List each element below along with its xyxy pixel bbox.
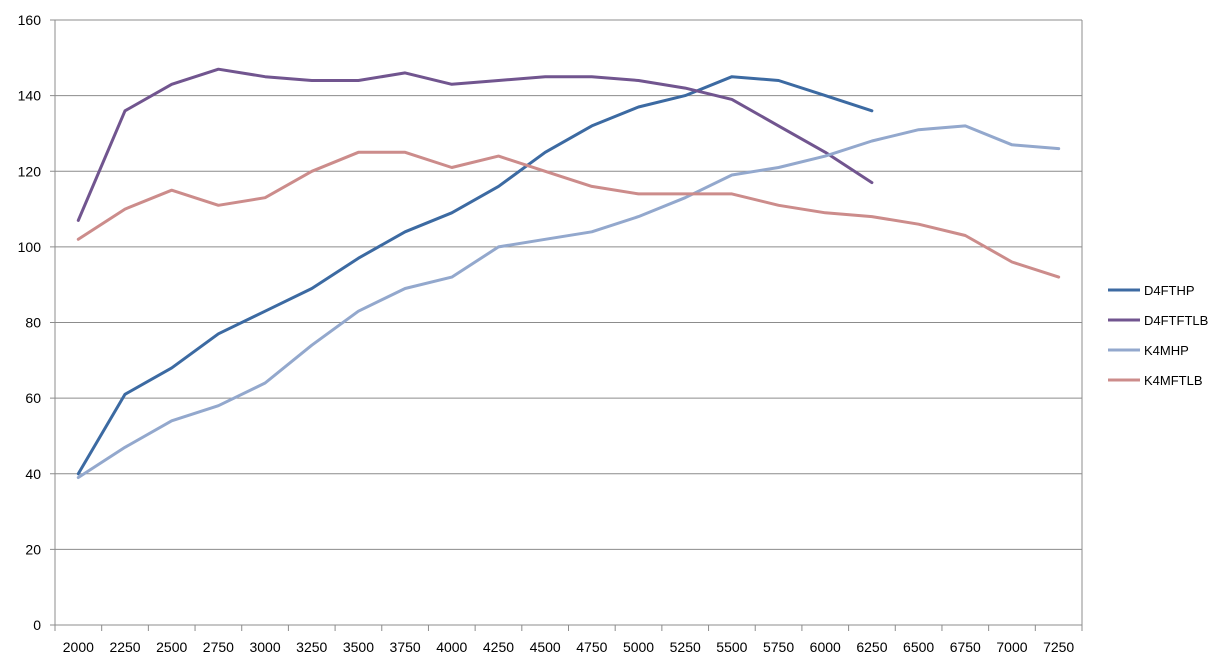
x-tick-label: 5250	[670, 639, 701, 655]
x-tick-label: 5000	[623, 639, 654, 655]
legend-label-k4mftlb: K4MFTLB	[1144, 373, 1203, 388]
x-tick-label: 3500	[343, 639, 374, 655]
y-tick-labels: 0 20 40 60 80 100 120 140 160	[18, 12, 42, 633]
x-tick-label: 4750	[576, 639, 607, 655]
axes	[50, 19, 1083, 631]
x-tick-label: 3750	[390, 639, 421, 655]
x-tick-label: 4250	[483, 639, 514, 655]
legend: D4FTHP D4FTFTLB K4MHP K4MFTLB	[1108, 283, 1208, 388]
x-tick-label: 4500	[530, 639, 561, 655]
x-tick-label: 5750	[763, 639, 794, 655]
y-tick-label: 100	[18, 239, 42, 255]
y-tick-label: 160	[18, 12, 42, 28]
y-tick-label: 0	[33, 617, 41, 633]
x-tick-label: 4000	[436, 639, 467, 655]
x-tick-label: 6250	[856, 639, 887, 655]
x-tick-label: 7000	[996, 639, 1027, 655]
x-tick-label: 2500	[156, 639, 187, 655]
y-tick-label: 140	[18, 88, 42, 104]
y-tick-label: 20	[25, 541, 41, 557]
x-tick-label: 5500	[716, 639, 747, 655]
legend-label-k4mhp: K4MHP	[1144, 343, 1189, 358]
series-line-k4mftlb	[76, 150, 1061, 279]
x-tick-labels: 2000 2250 2500 2750 3000 3250 3500 3750 4000 4250…	[63, 639, 1075, 655]
x-tick-label: 2750	[203, 639, 234, 655]
x-tick-label: 3000	[249, 639, 280, 655]
x-tick-label: 2250	[109, 639, 140, 655]
y-tick-label: 120	[18, 163, 42, 179]
x-tick-label: 2000	[63, 639, 94, 655]
x-tick-label: 7250	[1043, 639, 1074, 655]
y-tick-label: 80	[25, 315, 41, 331]
gridlines	[55, 19, 1082, 550]
legend-label-d4fthp: D4FTHP	[1144, 283, 1195, 298]
series-line-k4mhp	[76, 124, 1061, 479]
y-tick-label: 60	[25, 390, 41, 406]
x-tick-label: 6000	[810, 639, 841, 655]
legend-label-d4ftftlb: D4FTFTLB	[1144, 313, 1208, 328]
series-lines	[76, 67, 1061, 479]
series-line-d4ftftlb	[76, 67, 874, 222]
x-tick-label: 6500	[903, 639, 934, 655]
x-tick-label: 3250	[296, 639, 327, 655]
y-tick-label: 40	[25, 466, 41, 482]
x-tick-label: 6750	[950, 639, 981, 655]
series-line-d4fthp	[76, 75, 874, 476]
